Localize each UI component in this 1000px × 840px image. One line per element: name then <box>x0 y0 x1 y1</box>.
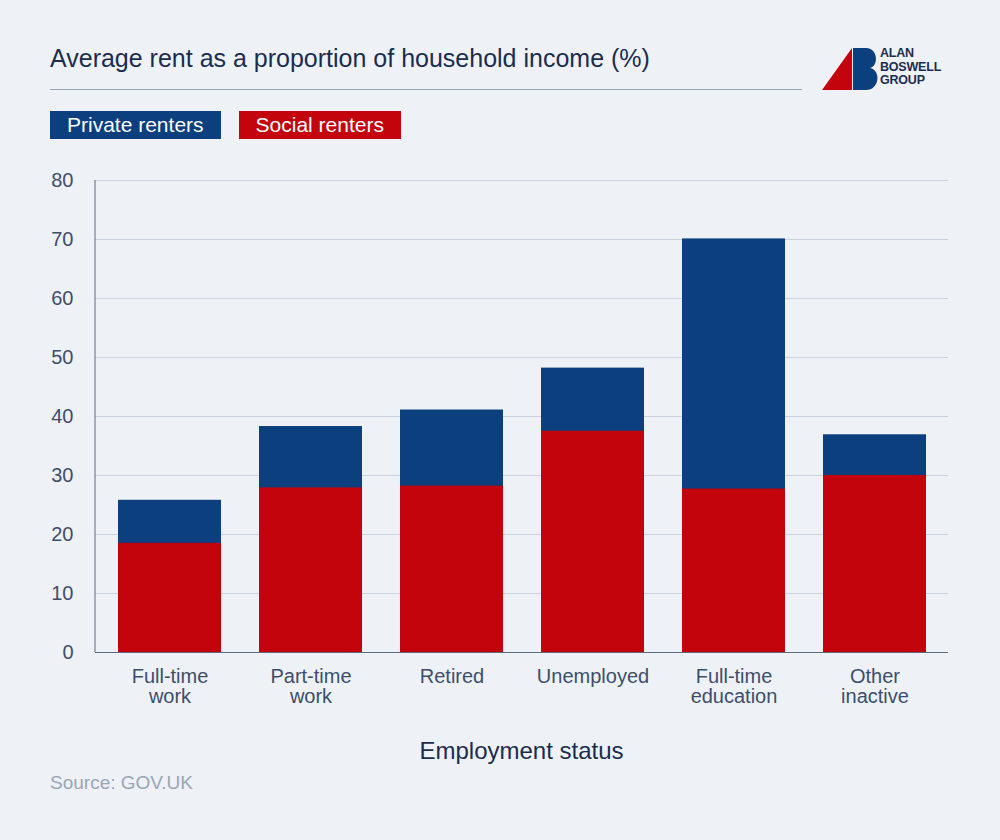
svg-text:40: 40 <box>51 405 73 427</box>
html-text:ALAN BOSWELL GROUP: ALAN BOSWELL GROUP <box>880 46 942 87</box>
svg-text:50: 50 <box>51 346 73 368</box>
html-text:Private renters: Private renters <box>67 113 204 136</box>
svg-text:Full-timeeducation: Full-timeeducation <box>691 665 778 707</box>
svg-text:0: 0 <box>62 641 73 663</box>
svg-text:20: 20 <box>51 523 73 545</box>
svg-text:Unemployed: Unemployed <box>537 665 649 687</box>
svg-text:30: 30 <box>51 464 73 486</box>
svg-text:70: 70 <box>51 228 73 250</box>
html-text:Social renters: Social renters <box>255 113 384 136</box>
svg-text:10: 10 <box>51 582 73 604</box>
svg-text:Otherinactive: Otherinactive <box>841 665 909 707</box>
svg-text:Full-timework: Full-timework <box>132 665 209 707</box>
html-text:Employment status: Employment status <box>419 737 624 764</box>
html-text:Source: GOV.UK: Source: GOV.UK <box>50 772 193 793</box>
svg-text:60: 60 <box>51 287 73 309</box>
html-text:Average rent as a proportion o: Average rent as a proportion of househol… <box>50 44 650 72</box>
svg-text:Retired: Retired <box>420 665 484 687</box>
svg-text:80: 80 <box>51 169 73 191</box>
svg-text:Part-timework: Part-timework <box>270 665 351 707</box>
